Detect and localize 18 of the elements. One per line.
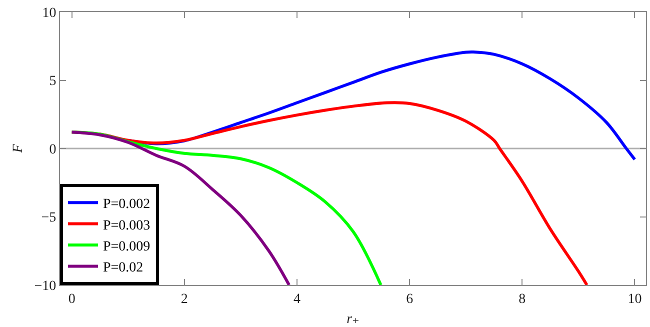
x-tick-label: 6 [406, 292, 414, 307]
y-tick-label: −5 [41, 210, 56, 226]
y-tick-label: 5 [49, 74, 56, 90]
y-tick-label: −10 [34, 278, 56, 294]
x-tick-label: 0 [68, 292, 76, 307]
x-tick-label: 2 [180, 292, 188, 307]
line-series [70, 130, 291, 285]
x-tick-label: 4 [293, 292, 300, 307]
x-axis-title: r₊ [346, 312, 360, 327]
y-axis-title: F [11, 144, 26, 154]
legend-label: P=0.02 [103, 260, 144, 276]
legend-label: P=0.009 [103, 239, 150, 254]
y-tick-label: 0 [49, 142, 56, 158]
y-tick-label: 10 [42, 6, 56, 21]
x-tick-label: 8 [518, 292, 526, 307]
x-tick-label: 10 [628, 292, 642, 307]
legend-label: P=0.002 [103, 197, 150, 212]
legend-label: P=0.003 [103, 218, 150, 234]
